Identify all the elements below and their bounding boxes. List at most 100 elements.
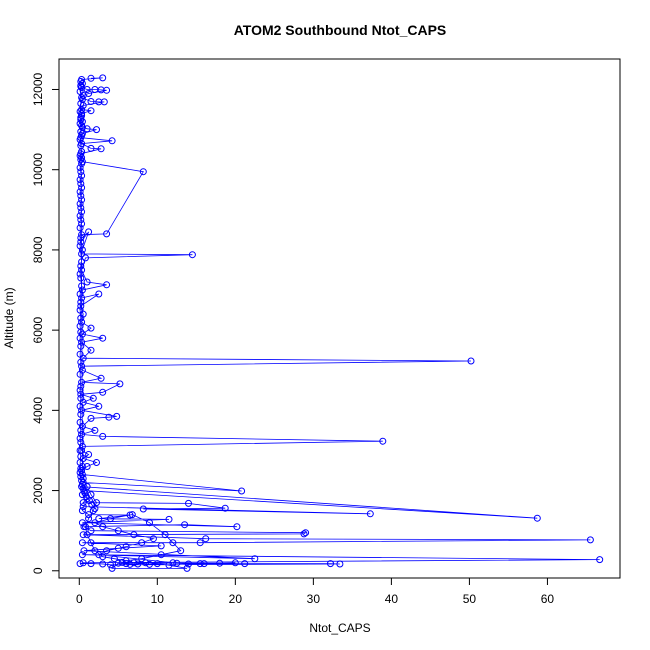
data-point <box>77 274 85 282</box>
data-point <box>78 507 86 515</box>
data-point <box>251 555 259 563</box>
data-point <box>78 406 86 414</box>
data-point <box>108 564 116 572</box>
x-tick-label: 30 <box>307 592 321 606</box>
data-point <box>83 86 91 93</box>
data-point <box>87 414 95 422</box>
data-point <box>76 120 84 128</box>
data-point <box>231 559 239 567</box>
data-point <box>99 74 107 82</box>
data-point <box>183 564 191 572</box>
data-point <box>103 547 111 555</box>
data-point <box>78 362 86 370</box>
data-point <box>78 330 86 338</box>
data-point <box>149 535 157 543</box>
series-line <box>79 77 600 569</box>
data-point <box>77 410 85 418</box>
data-point <box>77 128 85 136</box>
data-point <box>76 242 84 250</box>
data-point <box>93 126 100 134</box>
data-point <box>103 230 111 238</box>
data-point <box>99 432 107 440</box>
data-layer <box>76 74 604 572</box>
data-point <box>77 426 85 434</box>
data-point <box>77 342 85 350</box>
data-point <box>77 100 85 107</box>
data-point <box>78 282 86 290</box>
data-point <box>196 560 204 568</box>
x-tick-label: 10 <box>151 592 165 606</box>
data-point <box>83 531 91 539</box>
data-point <box>146 560 153 568</box>
x-tick-label: 60 <box>541 592 555 606</box>
data-point <box>78 96 86 103</box>
data-point <box>77 156 85 164</box>
data-point <box>79 503 87 511</box>
data-point <box>91 426 99 434</box>
data-point <box>586 536 594 544</box>
data-point <box>78 430 86 438</box>
data-point <box>95 515 103 523</box>
data-point <box>77 382 85 390</box>
data-point <box>78 208 86 216</box>
data-point <box>142 559 150 567</box>
data-point <box>77 298 85 306</box>
data-point <box>77 116 85 124</box>
data-point <box>105 413 113 421</box>
plot-frame <box>58 58 621 579</box>
data-point <box>76 560 84 568</box>
data-point <box>78 442 86 450</box>
data-point <box>185 560 192 568</box>
data-point <box>76 188 84 196</box>
data-point <box>379 437 387 445</box>
data-point <box>76 306 84 314</box>
data-point <box>77 390 85 398</box>
y-tick-label: 4000 <box>31 397 45 424</box>
data-point <box>78 220 86 228</box>
data-point <box>83 463 91 470</box>
data-point <box>87 144 95 152</box>
data-point <box>114 527 122 535</box>
data-point <box>78 463 86 470</box>
data-point <box>122 557 130 565</box>
data-point <box>77 438 85 446</box>
data-point <box>76 434 84 442</box>
data-point <box>78 196 86 204</box>
data-point <box>77 358 85 366</box>
data-point <box>76 88 84 95</box>
data-point <box>99 523 107 531</box>
data-point <box>76 176 84 184</box>
data-point <box>146 519 153 527</box>
data-point <box>87 560 95 568</box>
data-point <box>79 559 87 567</box>
data-point <box>130 559 138 567</box>
x-tick-label: 50 <box>463 592 477 606</box>
data-point <box>78 172 86 180</box>
data-point <box>113 412 121 420</box>
data-point <box>366 510 374 518</box>
data-point <box>76 350 84 358</box>
data-point <box>76 212 84 220</box>
data-point <box>87 346 95 354</box>
data-point <box>139 168 147 176</box>
data-point <box>122 543 130 551</box>
data-point <box>202 535 210 543</box>
data-point <box>138 555 146 563</box>
x-tick-label: 0 <box>76 592 83 606</box>
data-point <box>165 561 173 569</box>
data-point <box>79 499 87 507</box>
data-point <box>87 74 95 82</box>
data-point <box>196 539 204 547</box>
data-point <box>80 547 88 555</box>
data-point <box>238 487 246 495</box>
data-point <box>79 485 87 493</box>
data-point <box>78 148 86 156</box>
data-point <box>77 204 85 212</box>
data-point <box>77 465 85 472</box>
data-point <box>114 544 122 552</box>
y-tick-label: 10000 <box>31 153 45 187</box>
data-point <box>165 515 173 523</box>
data-point <box>596 556 604 564</box>
data-point <box>100 98 108 106</box>
